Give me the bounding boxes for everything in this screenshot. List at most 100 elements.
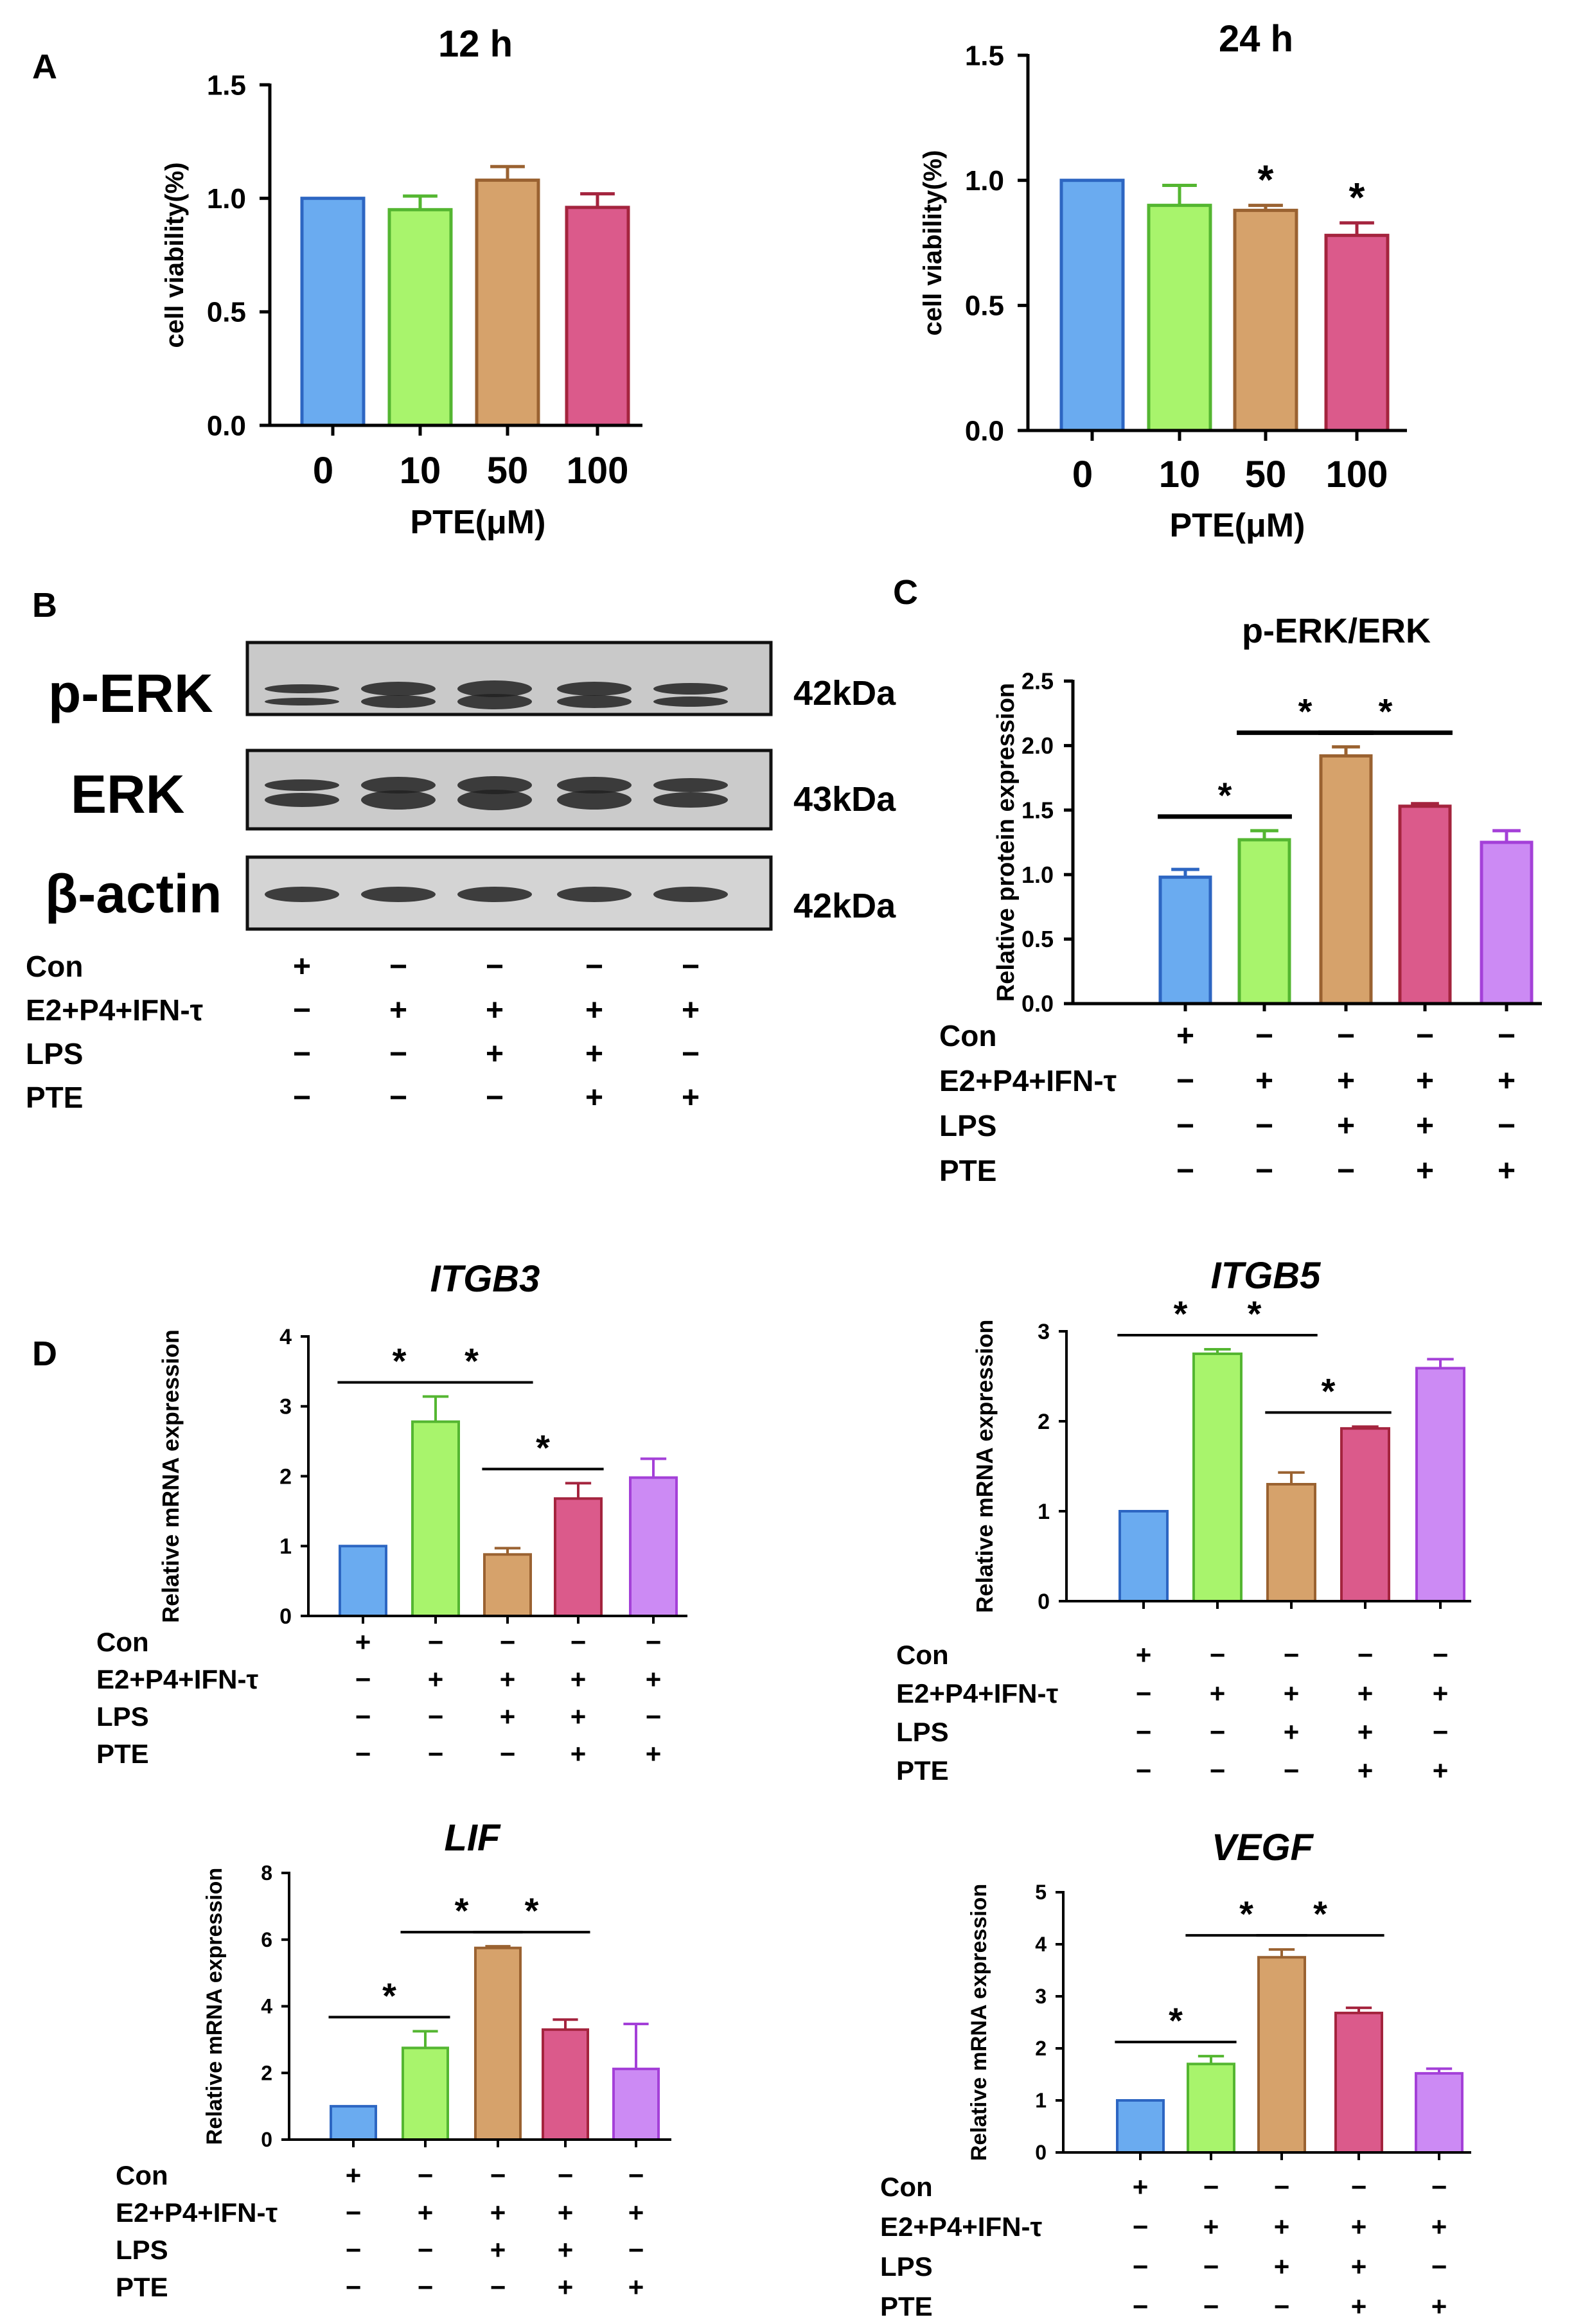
treatment-matrix-vegf: Con + − − − − E2+P4+IFN-τ − + + + + LPS − − + + − PTE − − − + +: [880, 2172, 1447, 2321]
bar: [339, 1545, 387, 1617]
treatment-sign: +: [1274, 2251, 1290, 2282]
treatment-sign: +: [1351, 2291, 1367, 2321]
treatment-sign: −: [1433, 1640, 1449, 1670]
y-tick-label: 3: [1038, 1320, 1050, 1344]
blot-band: [557, 887, 632, 902]
x-axis-label: PTE(μM): [411, 504, 546, 541]
bar: [483, 1553, 532, 1618]
significance-star: *: [1248, 1293, 1262, 1334]
treatment-sign: −: [428, 1627, 444, 1657]
treatment-label: Con: [96, 1627, 149, 1657]
blot-band: [361, 682, 436, 696]
x-axis-label: PTE(μM): [1170, 507, 1305, 544]
treatment-sign: +: [1284, 1717, 1300, 1747]
treatment-sign: +: [355, 1627, 371, 1657]
treatment-matrix-blot: Con + − − − − E2+P4+IFN-τ − + + + + LPS − − + + − PTE − − − + +: [26, 950, 700, 1115]
treatment-sign: −: [1498, 1019, 1516, 1053]
chart-title: 24 h: [1219, 18, 1293, 60]
treatment-label: Con: [939, 1019, 996, 1052]
treatment-sign: −: [585, 950, 603, 984]
treatment-sign: −: [490, 2160, 506, 2190]
treatment-sign: −: [346, 2235, 362, 2265]
treatment-sign: −: [1176, 1064, 1194, 1098]
treatment-sign: −: [1203, 2251, 1219, 2282]
treatment-label: LPS: [116, 2235, 168, 2265]
treatment-sign: −: [628, 2235, 644, 2265]
treatment-sign: −: [1136, 1717, 1152, 1747]
chart-itgb5: ITGB5 Relative mRNA expression 0 1 2 3 * * *: [971, 1255, 1471, 1614]
treatment-matrix-lif: Con + − − − − E2+P4+IFN-τ − + + + + LPS − − + + − PTE − − − + +: [116, 2160, 644, 2302]
x-tick-label: 50: [1245, 454, 1287, 495]
y-tick-label: 8: [261, 1861, 272, 1885]
significance-star: *: [1322, 1370, 1336, 1411]
treatment-sign: −: [1255, 1019, 1273, 1053]
treatment-sign: +: [628, 2197, 644, 2228]
chart-title: VEGF: [1212, 1827, 1314, 1868]
chart-title: p-ERK/ERK: [1242, 612, 1431, 650]
blot-band: [457, 776, 532, 794]
chart-lif: LIF Relative mRNA expression 0 2 4 6 8 * * *: [202, 1817, 671, 2151]
treatment-sign: +: [428, 1664, 444, 1694]
bar: [1059, 179, 1125, 432]
y-tick-label: 0: [279, 1604, 292, 1629]
blot-band: [557, 790, 632, 810]
treatment-sign: −: [500, 1627, 516, 1657]
treatment-sign: −: [418, 2272, 434, 2302]
treatment-sign: −: [1133, 2291, 1149, 2321]
significance-star: *: [1258, 157, 1274, 203]
treatment-sign: −: [1357, 1640, 1374, 1670]
y-tick-label: 2: [1038, 1410, 1050, 1434]
x-tick-label: 10: [400, 450, 441, 492]
blot-band: [457, 790, 532, 810]
blot-band: [557, 777, 632, 794]
blot-label-beta-actin: β-actin: [45, 864, 222, 924]
treatment-sign: +: [570, 1664, 587, 1694]
blot-band: [265, 779, 339, 791]
significance-star: *: [1169, 2000, 1183, 2041]
bar: [474, 1946, 522, 2141]
blot-band: [653, 792, 728, 808]
western-blot: p-ERK ERK β-actin 42kDa 43kDa 42kDa: [45, 641, 896, 931]
treatment-sign: +: [628, 2272, 644, 2302]
y-tick-label: 2: [1035, 2037, 1047, 2060]
chart-v24: 24 h cell viability(%) 0.0 0.5 1.0 1.5 0 10 50 10…: [919, 18, 1407, 544]
treatment-sign: +: [558, 2235, 574, 2265]
treatment-sign: −: [486, 950, 504, 984]
blot-band: [653, 683, 728, 695]
treatment-sign: +: [346, 2160, 362, 2190]
bar: [1237, 838, 1291, 1006]
y-tick-label: 4: [261, 1995, 272, 2018]
treatment-label: Con: [880, 2172, 933, 2202]
treatment-sign: +: [1203, 2212, 1219, 2242]
treatment-sign: −: [428, 1701, 444, 1732]
blot-band: [557, 682, 632, 696]
treatment-label: E2+P4+IFN-τ: [939, 1064, 1117, 1097]
y-tick-label: 0.5: [207, 297, 246, 328]
blot-band: [265, 793, 339, 807]
y-axis-label: cell viability(%): [161, 163, 189, 348]
y-axis-label: cell viability(%): [919, 150, 947, 336]
treatment-sign: −: [389, 1037, 407, 1071]
y-tick-label: 0.5: [965, 290, 1004, 322]
y-tick-label: 1: [1038, 1500, 1050, 1524]
y-axis-label: Relative mRNA expression: [202, 1868, 227, 2145]
bar: [1257, 1956, 1306, 2154]
treatment-sign: −: [1136, 1678, 1152, 1708]
treatment-matrix-perk: Con + − − − − E2+P4+IFN-τ − + + + + LPS − − + + − PTE − − − + +: [939, 1019, 1516, 1188]
treatment-sign: −: [418, 2235, 434, 2265]
blot-label-p-erk: p-ERK: [48, 663, 213, 723]
y-tick-label: 4: [279, 1325, 292, 1349]
bar: [1324, 233, 1390, 432]
y-tick-label: 3: [1035, 1985, 1047, 2008]
treatment-label: PTE: [939, 1154, 996, 1187]
chart-vegf: VEGF Relative mRNA expression 0 1 2 3 4 5 * * *: [967, 1827, 1471, 2164]
treatment-label: E2+P4+IFN-τ: [116, 2197, 278, 2228]
blot-size-erk: 43kDa: [793, 780, 896, 819]
y-tick-label: 2: [261, 2061, 272, 2084]
treatment-sign: −: [293, 993, 311, 1027]
y-tick-label: 4: [1035, 1933, 1047, 1956]
bar: [1187, 2062, 1235, 2154]
blot-band: [265, 684, 339, 693]
